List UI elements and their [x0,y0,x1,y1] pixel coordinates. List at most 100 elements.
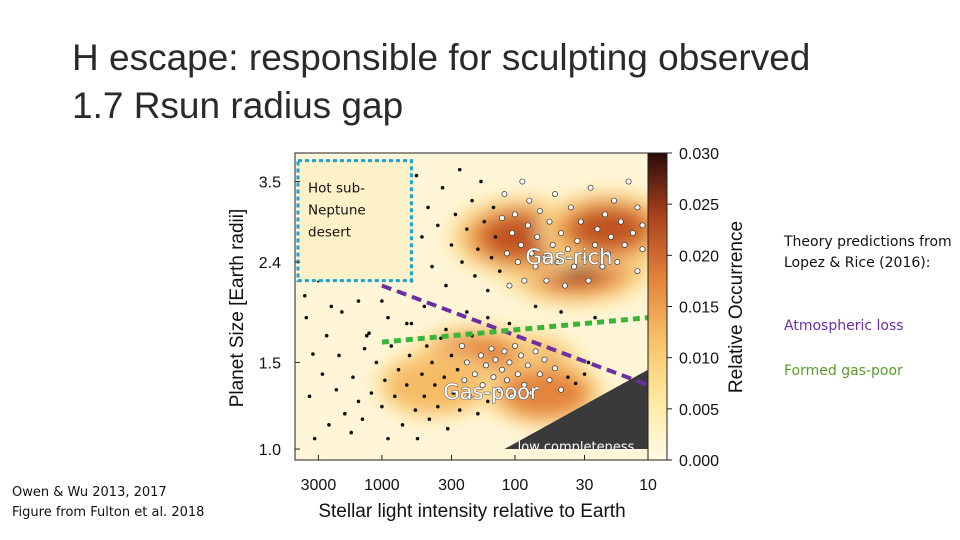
planet-point [625,178,632,185]
desert-box [296,159,413,283]
planet-point [476,247,480,251]
planet-point [407,353,412,358]
planet-point [594,226,601,233]
planet-point [562,282,569,289]
planet-point [482,219,487,224]
planet-point [496,386,503,393]
planet-point [512,343,518,349]
slide-title-line-1: H escape: responsible for sculpting obse… [72,37,811,78]
planet-point [602,211,609,218]
planet-point [514,259,521,266]
slide-title-line-2: 1.7 Rsun radius gap [72,85,404,126]
planet-point [422,394,427,399]
colorbar-label: Relative Occurrence [726,221,747,393]
planet-point [340,310,344,314]
colorbar-tick-label: 0.020 [679,248,719,265]
planet-point [532,263,539,270]
planet-point [413,408,418,412]
planet-point [534,233,541,240]
planet-point [541,254,548,261]
planet-point [400,423,405,427]
planet-point [564,246,571,253]
desert-label-line-2: Neptune [308,203,366,219]
planet-point [369,391,374,395]
planet-point [611,197,617,204]
planet-point [386,436,390,441]
planet-point [493,235,498,239]
planet-point [461,377,468,384]
credit-line-1: Owen & Wu 2013, 2017 [12,485,167,500]
x-tick-label: 1000 [364,477,400,494]
planet-point [639,222,646,229]
planet-point [424,344,429,348]
planet-point [567,204,574,211]
planet-point [552,365,558,372]
planet-point [404,383,409,387]
planet-point [503,250,510,257]
planet-point [521,277,528,284]
planet-point [311,352,315,356]
planet-point [460,260,464,264]
planet-point [324,333,329,338]
planet-point [386,315,390,320]
planet-point [374,360,379,365]
planet-point [566,375,570,379]
planet-point [453,212,458,217]
planet-point [490,374,497,381]
planet-point [483,362,489,369]
figure-credit: Owen & Wu 2013, 2017 Figure from Fulton … [12,483,212,523]
planet-point [404,321,409,326]
planet-point [558,386,565,393]
planet-point [422,304,427,309]
planet-point [337,353,341,358]
low-completeness-label: low completeness [518,440,635,455]
x-axis-ticks: 3000 1000 300 100 30 10 [301,455,657,494]
credit-line-2: Figure from Fulton et al. 2018 [12,505,205,520]
planet-point [360,417,365,421]
planet-point [445,426,450,431]
planet-point [497,269,502,273]
planet-point [356,399,361,404]
planet-point [343,411,347,416]
planet-point [536,371,543,378]
planet-point [492,356,499,363]
planet-point [593,315,597,320]
y-tick-label: 1.5 [259,355,281,372]
planet-point [436,223,440,228]
planet-point [415,436,420,441]
planet-point [518,352,524,359]
y-tick-label: 2.4 [259,255,281,272]
planet-point [420,372,424,376]
planet-point [479,179,483,184]
planet-point [552,191,558,198]
planet-point [554,259,561,266]
planet-point [499,366,506,373]
planet-point [409,321,414,326]
planet-point [536,207,543,214]
planet-point [524,362,531,369]
planet-point [485,399,490,404]
planet-point [532,348,539,355]
planet-point [501,348,508,355]
planet-point [380,299,384,303]
planet-point [307,394,312,399]
plot-area [295,153,648,460]
planet-point [444,327,448,332]
planet-point [501,191,508,198]
planet-point [465,227,469,231]
planet-point [433,383,437,387]
planet-point [393,394,397,399]
planet-point [465,310,469,314]
planet-point [430,264,434,269]
planet-point [549,242,556,248]
planet-point [479,382,486,388]
planet-point [546,218,553,225]
planet-point [506,282,513,289]
planet-point [634,268,641,275]
density-peak-2-level-3 [572,209,644,250]
planet-point [440,185,445,190]
planet-point [514,371,521,378]
x-tick-label: 3000 [301,477,337,494]
planet-point [546,377,553,384]
planet-point [506,359,513,366]
